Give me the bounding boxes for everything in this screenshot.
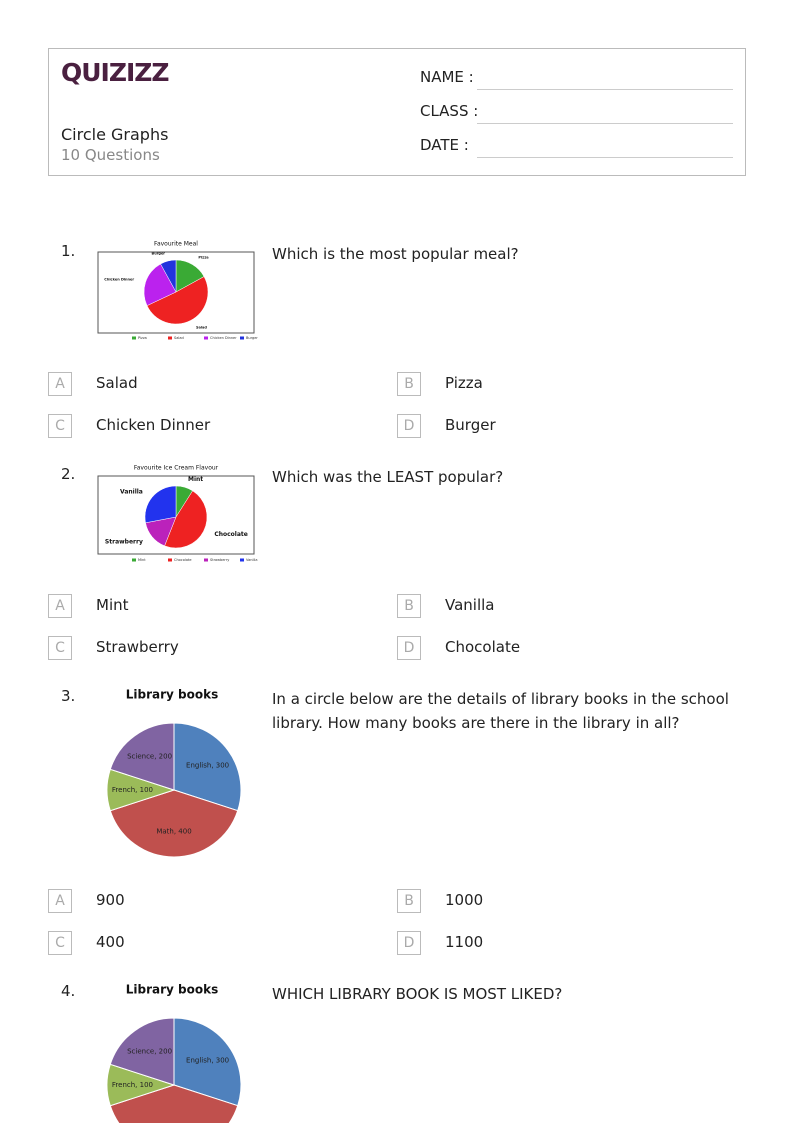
pie-slice (146, 276, 209, 325)
question-text: Which was the LEAST popular? (272, 468, 504, 486)
legend-label: Pizza (138, 336, 147, 340)
option-text: Burger (445, 416, 496, 434)
slice-label: Vanilla (120, 489, 143, 496)
question-text: WHICH LIBRARY BOOK IS MOST LIKED? (272, 985, 563, 1003)
legend-swatch (240, 558, 244, 562)
chart-title: Library books (126, 688, 218, 702)
slice-label: Chicken Dinner (104, 278, 134, 282)
chart-title: Favourite Ice Cream Flavour (134, 465, 219, 472)
chart-title: Library books (126, 983, 218, 997)
legend-label: Vanilla (246, 558, 258, 562)
question-number: 1. (61, 242, 76, 260)
pie-slice (160, 259, 177, 293)
option-letter: C (48, 636, 72, 660)
legend-swatch (204, 336, 208, 340)
slice-label: Mint (188, 476, 203, 483)
slice-label: English, 300 (186, 1057, 229, 1065)
option-text: 900 (96, 891, 125, 909)
option-letter: A (48, 889, 72, 913)
field-line (477, 157, 733, 158)
legend-swatch (132, 558, 136, 562)
slice-label: Science, 200 (127, 1047, 172, 1055)
option-letter: D (397, 414, 421, 438)
pie-slice (143, 263, 177, 306)
legend-label: Salad (174, 336, 184, 340)
slice-label: Pizza (198, 256, 209, 260)
option-text: Chicken Dinner (96, 416, 211, 434)
legend-swatch (168, 336, 172, 340)
header-box (48, 48, 746, 176)
option-letter: C (48, 414, 72, 438)
pie-slice (109, 1017, 175, 1086)
slice-label: Chocolate (214, 531, 248, 538)
option-text: Strawberry (96, 638, 179, 656)
pie-slice (144, 485, 177, 524)
legend-swatch (204, 558, 208, 562)
option-text: Pizza (445, 374, 483, 392)
option-letter: D (397, 636, 421, 660)
option-letter: B (397, 372, 421, 396)
legend-label: Chocolate (174, 558, 192, 562)
option-text: Chocolate (445, 638, 521, 656)
question-number: 2. (61, 465, 76, 483)
slice-label: Math, 400 (156, 828, 191, 836)
question-number: 4. (61, 982, 76, 1000)
option-text: Vanilla (445, 596, 495, 614)
legend-label: Chicken Dinner (210, 336, 237, 340)
option-letter: B (397, 594, 421, 618)
subtitle: 10 Questions (61, 146, 160, 164)
title: Circle Graphs (61, 125, 169, 144)
question-text: Which is the most popular meal? (272, 245, 519, 263)
option-text: 400 (96, 933, 125, 951)
logo: QUIZIZZ (61, 58, 170, 87)
slice-label: English, 300 (186, 762, 229, 770)
field-label: DATE : (420, 136, 469, 154)
legend-label: Mint (138, 558, 146, 562)
slice-label: Burger (152, 251, 166, 255)
question-number: 3. (61, 687, 76, 705)
legend-label: Burger (246, 336, 258, 340)
pie-slice (173, 1017, 242, 1107)
option-letter: C (48, 931, 72, 955)
slice-label: Salad (196, 326, 207, 330)
field-label: NAME : (420, 68, 474, 86)
field-line (477, 89, 733, 90)
option-letter: A (48, 372, 72, 396)
pie-slice (173, 722, 242, 812)
legend-label: Strawberry (210, 558, 229, 562)
chart-title: Favourite Meal (154, 241, 198, 248)
legend-swatch (168, 558, 172, 562)
slice-label: French, 100 (112, 1081, 153, 1089)
legend-swatch (132, 336, 136, 340)
option-text: 1100 (445, 933, 484, 951)
pie-slice (164, 490, 208, 549)
slice-label: French, 100 (112, 786, 153, 794)
pie-slice (109, 789, 239, 858)
field-line (477, 123, 733, 124)
pie-slice (109, 722, 175, 791)
question-text: In a circle below are the details of lib… (272, 690, 729, 732)
slice-label: Science, 200 (127, 752, 172, 760)
slice-label: Strawberry (105, 538, 143, 545)
option-text: 1000 (445, 891, 484, 909)
option-letter: A (48, 594, 72, 618)
option-text: Mint (96, 596, 129, 614)
field-label: CLASS : (420, 102, 479, 120)
option-text: Salad (96, 374, 138, 392)
legend-swatch (240, 336, 244, 340)
option-letter: D (397, 931, 421, 955)
option-letter: B (397, 889, 421, 913)
